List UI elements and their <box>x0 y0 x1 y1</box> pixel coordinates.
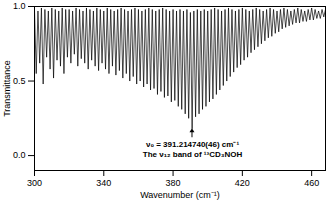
svg-text:420: 420 <box>235 178 250 188</box>
svg-text:ν₀ = 391.214740(46) cm⁻¹: ν₀ = 391.214740(46) cm⁻¹ <box>146 140 239 149</box>
svg-text:Wavenumber (cm⁻¹): Wavenumber (cm⁻¹) <box>140 190 220 200</box>
svg-text:380: 380 <box>166 178 181 188</box>
svg-text:460: 460 <box>304 178 319 188</box>
svg-text:1.0: 1.0 <box>13 1 26 11</box>
svg-text:340: 340 <box>96 178 111 188</box>
svg-text:The ν₁₂ band of ¹³CD₃NOH: The ν₁₂ band of ¹³CD₃NOH <box>143 150 243 159</box>
svg-text:300: 300 <box>27 178 42 188</box>
svg-text:0.5: 0.5 <box>13 76 26 86</box>
svg-text:Transmittance: Transmittance <box>2 60 12 117</box>
svg-text:0.0: 0.0 <box>13 150 26 160</box>
